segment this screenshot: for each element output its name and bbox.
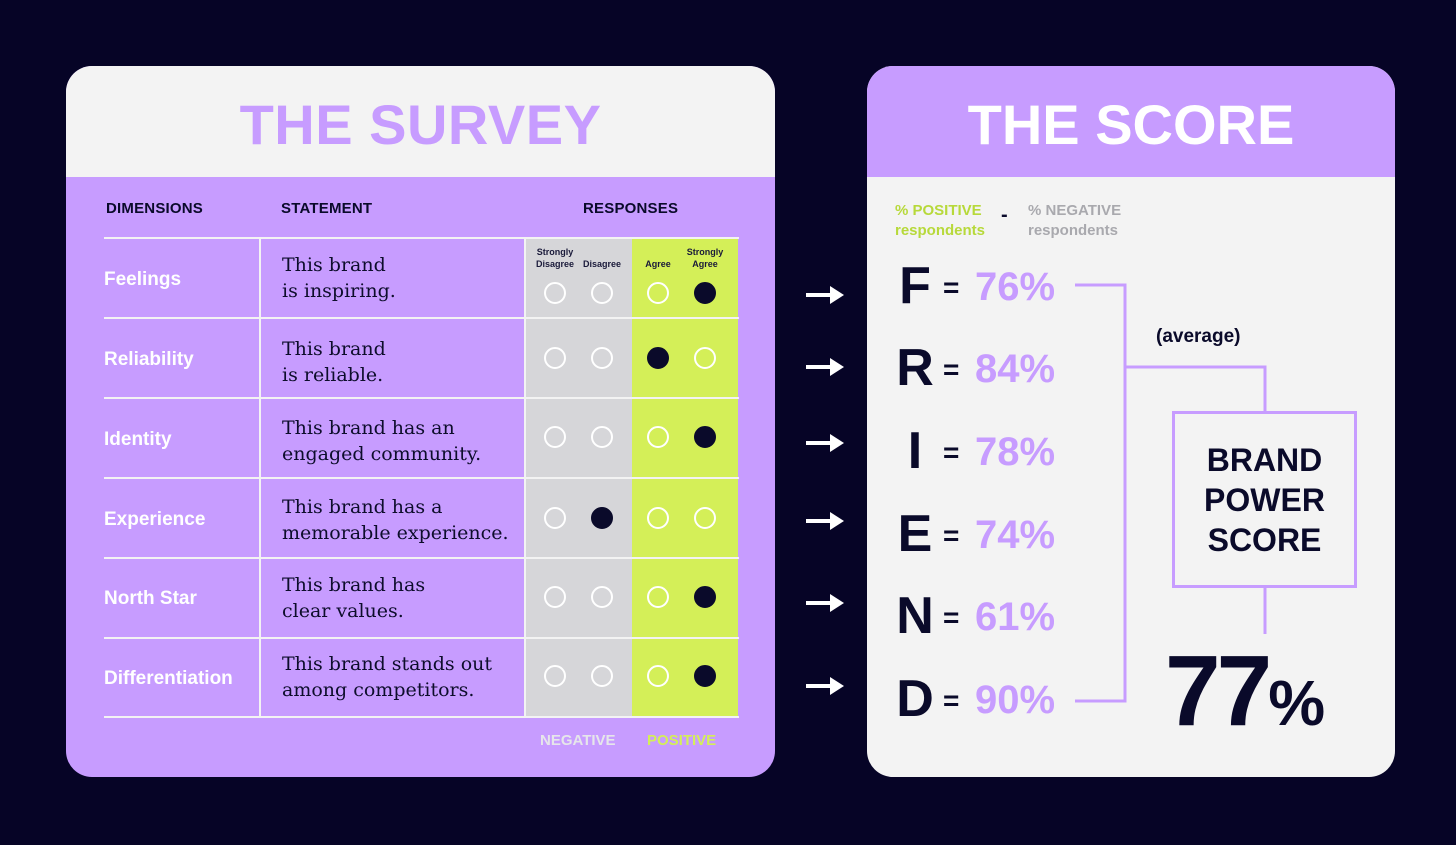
dimension-label-feelings: Feelings	[104, 269, 182, 290]
response-radio[interactable]	[647, 586, 669, 608]
score-percentage: 78%	[975, 430, 1056, 474]
dimension-label-experience: Experience	[104, 509, 206, 530]
scale-label-agree: Agree	[645, 259, 671, 269]
equals-sign: =	[943, 272, 960, 303]
response-radio[interactable]	[647, 507, 669, 529]
response-radio[interactable]	[591, 586, 613, 608]
formula-positive: % POSITIVE respondents	[895, 202, 986, 239]
table-divider	[259, 237, 261, 718]
score-letter: R	[896, 339, 934, 397]
table-divider	[104, 716, 739, 718]
table-divider	[104, 557, 739, 559]
response-radio[interactable]	[591, 426, 613, 448]
positive-footer-label: POSITIVE	[647, 732, 717, 749]
equals-sign: =	[943, 354, 960, 385]
score-percentage: 61%	[975, 595, 1056, 639]
score-percentage: 90%	[975, 678, 1056, 722]
score-card: THE SCORE % POSITIVE respondents - % NEGA…	[867, 66, 1395, 777]
response-radio-selected[interactable]	[591, 507, 613, 529]
response-radio[interactable]	[544, 347, 566, 369]
brand-power-score-box: BRAND POWER SCORE	[1172, 411, 1357, 588]
response-radio-selected[interactable]	[694, 665, 716, 687]
formula-minus: -	[1001, 204, 1008, 226]
statement-text: This brand has a memorable experience.	[282, 496, 509, 544]
score-percentage: 76%	[975, 265, 1056, 309]
score-percentage: 84%	[975, 347, 1056, 391]
scale-label-strongly-disagree: Strongly Disagree	[535, 247, 575, 269]
final-score: 77%	[1165, 634, 1325, 749]
table-divider	[104, 237, 739, 239]
statement-text: This brand stands out among competitors.	[282, 653, 493, 701]
brand-power-score-label: BRAND POWER SCORE	[1204, 441, 1325, 558]
scale-label-disagree: Disagree	[582, 259, 622, 269]
dimensions-column-header: DIMENSIONS	[106, 200, 204, 217]
statement-text: This brand is inspiring.	[282, 254, 396, 302]
response-radio-selected[interactable]	[694, 282, 716, 304]
equals-sign: =	[943, 437, 960, 468]
final-score-number: 77	[1165, 635, 1272, 747]
negative-footer-label: NEGATIVE	[540, 732, 616, 749]
dimension-label-reliability: Reliability	[104, 349, 194, 370]
response-radio[interactable]	[544, 507, 566, 529]
response-radio[interactable]	[544, 282, 566, 304]
response-radio[interactable]	[647, 665, 669, 687]
right-arrow-icon	[806, 286, 844, 304]
right-arrow-icon	[806, 434, 844, 452]
response-radio[interactable]	[591, 347, 613, 369]
equals-sign: =	[943, 520, 960, 551]
scale-label-strongly-agree: Strongly Agree	[686, 247, 724, 269]
score-title: THE SCORE	[967, 93, 1295, 156]
connector-lines	[1075, 283, 1267, 703]
response-radio[interactable]	[544, 426, 566, 448]
response-radio[interactable]	[591, 665, 613, 687]
response-radio[interactable]	[647, 282, 669, 304]
dimension-label-north-star: North Star	[104, 588, 197, 609]
response-radio[interactable]	[647, 426, 669, 448]
score-letter: F	[899, 257, 931, 315]
right-arrow-icon	[806, 512, 844, 530]
right-arrow-icon	[806, 358, 844, 376]
response-radio-selected[interactable]	[647, 347, 669, 369]
table-divider	[104, 637, 739, 639]
statement-text: This brand is reliable.	[282, 338, 386, 386]
statement-text: This brand has clear values.	[282, 574, 426, 622]
score-header: THE SCORE	[867, 66, 1395, 177]
final-score-unit: %	[1268, 667, 1326, 739]
dimension-label-differentiation: Differentiation	[104, 668, 233, 689]
survey-title: THE SURVEY	[239, 93, 602, 156]
formula-negative: % NEGATIVE respondents	[1028, 202, 1122, 239]
score-letter: E	[897, 505, 933, 563]
dimension-label-identity: Identity	[104, 429, 172, 450]
survey-header: THE SURVEY	[66, 66, 775, 177]
score-letter: D	[896, 670, 934, 728]
statement-column-header: STATEMENT	[281, 200, 373, 217]
response-radio-selected[interactable]	[694, 426, 716, 448]
table-divider	[104, 317, 739, 319]
right-arrow-icon	[806, 594, 844, 612]
average-label: (average)	[1156, 326, 1241, 347]
score-letter: N	[896, 587, 934, 645]
response-radio[interactable]	[694, 507, 716, 529]
table-divider	[104, 397, 739, 399]
response-radio[interactable]	[544, 586, 566, 608]
right-arrow-icon	[806, 677, 844, 695]
table-divider	[104, 477, 739, 479]
survey-card: THE SURVEY DIMENSIONS STATEMENT RESPONSE…	[66, 66, 775, 777]
table-divider	[524, 237, 526, 718]
response-radio[interactable]	[694, 347, 716, 369]
score-letter: I	[907, 422, 923, 480]
score-percentage: 74%	[975, 513, 1056, 557]
response-radio[interactable]	[544, 665, 566, 687]
equals-sign: =	[943, 685, 960, 716]
response-radio-selected[interactable]	[694, 586, 716, 608]
response-radio[interactable]	[591, 282, 613, 304]
statement-text: This brand has an engaged community.	[282, 417, 482, 465]
equals-sign: =	[943, 602, 960, 633]
responses-column-header: RESPONSES	[583, 200, 679, 217]
